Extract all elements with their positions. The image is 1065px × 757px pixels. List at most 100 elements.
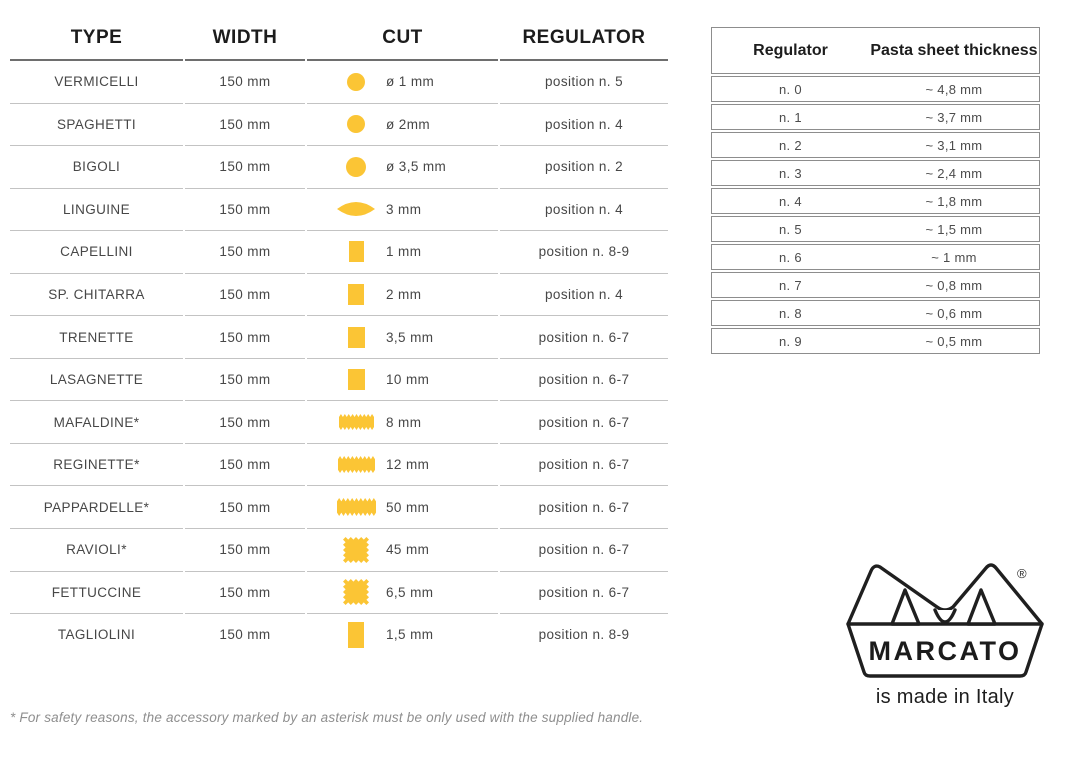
pasta-width: 150 mm — [185, 529, 305, 572]
pasta-regulator: position n. 8-9 — [538, 627, 630, 643]
pasta-regulator: position n. 6-7 — [500, 359, 668, 402]
pasta-width: 150 mm — [219, 627, 271, 643]
sheet-thickness: ~ 0,8 mm — [925, 277, 983, 293]
table-row: MAFALDINE* 150 mm 8 mm position n. 6-7 — [10, 401, 668, 444]
sheet-thickness: ~ 1 mm — [931, 249, 977, 265]
cut-shape-circle-icon — [333, 115, 379, 134]
pasta-type: RAVIOLI* — [10, 529, 183, 572]
table-row: SP. CHITARRA 150 mm 2 mm position n. 4 — [10, 274, 668, 317]
cut-size-label: ø 3,5 mm — [386, 159, 447, 175]
regulator-position: n. 1 — [779, 109, 802, 125]
marcato-logo-icon: MARCATO — [846, 563, 1044, 678]
cut-size-label: 3 mm — [386, 201, 422, 217]
cut-shape-square-icon — [333, 284, 379, 305]
cut-size-label: 1,5 mm — [386, 627, 434, 643]
column-header-cut: CUT — [307, 27, 498, 61]
marcato-logo: MARCATO ® is made in Italy — [845, 560, 1045, 709]
cut-size-label: 50 mm — [386, 499, 430, 515]
table-row: VERMICELLI 150 mm ø 1 mm position n. 5 — [10, 61, 668, 104]
cut-shape-square-icon — [333, 369, 379, 391]
column-header-type: TYPE — [10, 27, 183, 61]
table-row: n. 3 ~ 2,4 mm — [711, 160, 1040, 186]
column-header-width: WIDTH — [185, 27, 305, 61]
table-row: n. 9 ~ 0,5 mm — [711, 328, 1040, 354]
cut-shape-wavy-ribbon-icon — [333, 498, 379, 517]
pasta-cut: 1,5 mm — [307, 614, 498, 656]
regulator-thickness-table: Regulator Pasta sheet thickness n. 0 ~ 4… — [711, 27, 1040, 354]
cut-size-label: ø 1 mm — [386, 74, 435, 90]
regulator-position: n. 7 — [779, 277, 802, 293]
pasta-spec-table: TYPE WIDTH CUT REGULATOR VERMICELLI 150 … — [10, 27, 668, 656]
pasta-regulator: position n. 2 — [500, 146, 668, 189]
pasta-regulator: position n. 4 — [500, 104, 668, 147]
table-row: TRENETTE 150 mm 3,5 mm position n. 6-7 — [10, 316, 668, 359]
pasta-regulator: position n. 6-7 — [500, 572, 668, 615]
table-row: BIGOLI 150 mm ø 3,5 mm position n. 2 — [10, 146, 668, 189]
registered-trademark-icon: ® — [1017, 566, 1027, 581]
pasta-type: FETTUCCINE — [10, 572, 183, 615]
pasta-regulator: position n. 6-7 — [500, 316, 668, 359]
column-header-thickness: Pasta sheet thickness — [870, 41, 1038, 59]
table-row: n. 5 ~ 1,5 mm — [711, 216, 1040, 242]
table-row: TAGLIOLINI 150 mm 1,5 mm position n. 8-9 — [10, 614, 668, 656]
table-row: n. 0 ~ 4,8 mm — [711, 76, 1040, 102]
sheet-thickness: ~ 3,1 mm — [925, 137, 983, 153]
safety-footnote: * For safety reasons, the accessory mark… — [10, 710, 644, 725]
pasta-type: CAPELLINI — [10, 231, 183, 274]
sheet-thickness: ~ 2,4 mm — [925, 165, 983, 181]
pasta-width: 150 mm — [185, 61, 305, 104]
sheet-thickness: ~ 3,7 mm — [925, 109, 983, 125]
table-row: n. 2 ~ 3,1 mm — [711, 132, 1040, 158]
pasta-regulator: position n. 4 — [500, 189, 668, 232]
cut-shape-wavy-ribbon-icon — [333, 456, 379, 474]
regulator-table-header-row: Regulator Pasta sheet thickness — [711, 27, 1040, 74]
pasta-type: SP. CHITARRA — [10, 274, 183, 317]
table-row: n. 4 ~ 1,8 mm — [711, 188, 1040, 214]
table-row: n. 6 ~ 1 mm — [711, 244, 1040, 270]
regulator-position: n. 6 — [779, 249, 802, 265]
pasta-type: TAGLIOLINI — [57, 627, 136, 643]
spec-table-header-row: TYPE WIDTH CUT REGULATOR — [10, 27, 668, 61]
table-row: LASAGNETTE 150 mm 10 mm position n. 6-7 — [10, 359, 668, 402]
cut-size-label: 6,5 mm — [386, 584, 434, 600]
pasta-type: BIGOLI — [10, 146, 183, 189]
column-header-regulator: Regulator — [753, 41, 828, 59]
regulator-position: n. 4 — [779, 193, 802, 209]
sheet-thickness: ~ 0,6 mm — [925, 305, 983, 321]
pasta-cut: ø 3,5 mm — [307, 146, 498, 189]
table-row: PAPPARDELLE* 150 mm 50 mm position n. 6-… — [10, 486, 668, 530]
sheet-thickness: ~ 1,8 mm — [925, 193, 983, 209]
logo-brand-text: MARCATO — [869, 636, 1022, 666]
pasta-regulator: position n. 4 — [500, 274, 668, 317]
table-row: CAPELLINI 150 mm 1 mm position n. 8-9 — [10, 231, 668, 274]
pasta-regulator: position n. 6-7 — [500, 444, 668, 487]
pasta-type: MAFALDINE* — [10, 401, 183, 444]
sheet-thickness: ~ 4,8 mm — [925, 81, 983, 97]
cut-size-label: 10 mm — [386, 372, 430, 388]
pasta-cut: 2 mm — [307, 274, 498, 317]
table-row: REGINETTE* 150 mm 12 mm position n. 6-7 — [10, 444, 668, 487]
pasta-type: TRENETTE — [10, 316, 183, 359]
cut-shape-lens-icon — [333, 201, 379, 217]
pasta-width: 150 mm — [185, 231, 305, 274]
cut-shape-wavy-square-icon — [333, 579, 379, 606]
pasta-regulator: position n. 5 — [500, 61, 668, 104]
table-row: n. 1 ~ 3,7 mm — [711, 104, 1040, 130]
regulator-position: n. 3 — [779, 165, 802, 181]
pasta-cut: 45 mm — [307, 529, 498, 572]
pasta-width: 150 mm — [185, 572, 305, 615]
pasta-width: 150 mm — [185, 189, 305, 232]
pasta-cut: ø 1 mm — [307, 61, 498, 104]
pasta-cut: 6,5 mm — [307, 572, 498, 615]
pasta-cut: 10 mm — [307, 359, 498, 402]
pasta-cut: 12 mm — [307, 444, 498, 487]
cut-size-label: 8 mm — [386, 414, 422, 430]
cut-size-label: 12 mm — [386, 457, 430, 473]
pasta-width: 150 mm — [185, 359, 305, 402]
pasta-width: 150 mm — [185, 146, 305, 189]
pasta-width: 150 mm — [185, 444, 305, 487]
regulator-position: n. 0 — [779, 81, 802, 97]
logo-tagline: is made in Italy — [875, 686, 1015, 708]
table-row: SPAGHETTI 150 mm ø 2mm position n. 4 — [10, 104, 668, 147]
